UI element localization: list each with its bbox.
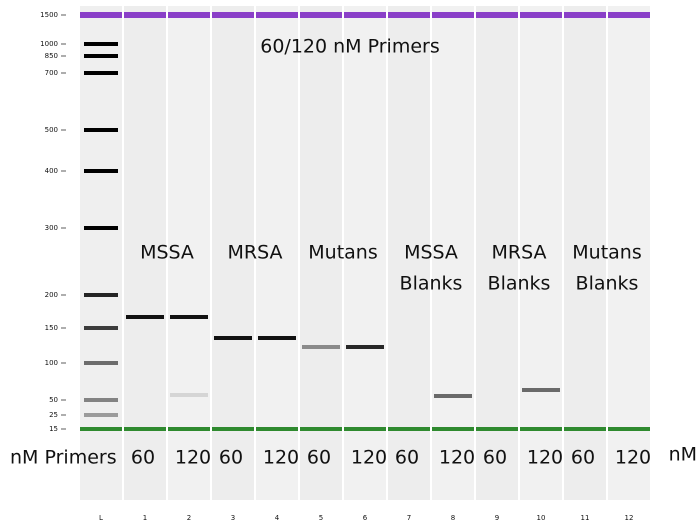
sample-band [522, 388, 560, 392]
lane-label: 7 [407, 514, 411, 522]
size-label: 100 [45, 359, 58, 367]
sample-band [258, 336, 296, 340]
size-label: 300 [45, 224, 58, 232]
concentration: 60 [571, 447, 595, 469]
size-label: 1500 [40, 11, 58, 19]
gel-lane [80, 6, 122, 500]
size-label: 700 [45, 69, 58, 77]
lower-marker-band [168, 427, 210, 431]
size-label: 400 [45, 167, 58, 175]
size-label: 850 [45, 52, 58, 60]
size-label: 50 [49, 396, 58, 404]
lower-marker-band [80, 427, 122, 431]
lower-marker-band [212, 427, 254, 431]
concentration: 60 [483, 447, 507, 469]
group-label: MRSA [491, 242, 546, 264]
title: 60/120 nM Primers [260, 36, 439, 58]
upper-marker-band [520, 12, 562, 18]
lane-label: 3 [231, 514, 235, 522]
concentration: 60 [131, 447, 155, 469]
concentration: 120 [439, 447, 475, 469]
size-label: 200 [45, 291, 58, 299]
ladder-band [84, 169, 118, 173]
lower-marker-band [300, 427, 342, 431]
lower-marker-band [124, 427, 166, 431]
ladder-band [84, 42, 118, 46]
ladder-band [84, 128, 118, 132]
group-label: Mutans [308, 242, 377, 264]
concentration: 120 [615, 447, 651, 469]
upper-marker-band [124, 12, 166, 18]
upper-marker-band [212, 12, 254, 18]
group-label: Blanks [488, 273, 551, 295]
unit-label: nM [669, 444, 697, 466]
concentration: 60 [307, 447, 331, 469]
ladder-band [84, 326, 118, 330]
concentration: 120 [351, 447, 387, 469]
size-label: 1000 [40, 40, 58, 48]
concentration: 60 [219, 447, 243, 469]
group-label: MRSA [227, 242, 282, 264]
upper-marker-band [388, 12, 430, 18]
size-label: 500 [45, 126, 58, 134]
sample-band [302, 345, 340, 349]
concentration: 120 [527, 447, 563, 469]
sample-band [126, 315, 164, 319]
concentration: 60 [395, 447, 419, 469]
ladder-band [84, 361, 118, 365]
upper-marker-band [608, 12, 650, 18]
lower-marker-band [476, 427, 518, 431]
sample-band [170, 315, 208, 319]
concentration-label: nM Primers [10, 447, 117, 469]
upper-marker-band [476, 12, 518, 18]
sample-band [346, 345, 384, 349]
lane-label: 4 [275, 514, 280, 522]
lane-label: 6 [363, 514, 368, 522]
upper-marker-band [432, 12, 474, 18]
size-label: 25 [49, 411, 58, 419]
lower-marker-band [256, 427, 298, 431]
lower-marker-band [432, 427, 474, 431]
ladder-band [84, 398, 118, 402]
upper-marker-band [256, 12, 298, 18]
lane-label: 12 [625, 514, 634, 522]
size-label: 15 [49, 425, 58, 433]
lane-label: 8 [451, 514, 455, 522]
sample-band [434, 394, 472, 398]
lane-label: 2 [187, 514, 191, 522]
group-label: Blanks [400, 273, 463, 295]
lane-label: 5 [319, 514, 323, 522]
lower-marker-band [608, 427, 650, 431]
upper-marker-band [80, 12, 122, 18]
lane-label: 1 [143, 514, 147, 522]
lane-label: 11 [581, 514, 590, 522]
concentration: 120 [175, 447, 211, 469]
lower-marker-band [344, 427, 386, 431]
group-label: Blanks [576, 273, 639, 295]
group-label: MSSA [140, 242, 194, 264]
upper-marker-band [344, 12, 386, 18]
group-label: MSSA [404, 242, 458, 264]
lower-marker-band [388, 427, 430, 431]
sample-band [170, 393, 208, 397]
size-label: 150 [45, 324, 58, 332]
ladder-band [84, 54, 118, 58]
upper-marker-band [168, 12, 210, 18]
gel-screenshot: 60/120 nM Primers 1500100085070050040030… [0, 0, 700, 527]
lower-marker-band [520, 427, 562, 431]
ladder-band [84, 71, 118, 75]
group-label: Mutans [572, 242, 641, 264]
ladder-band [84, 293, 118, 297]
upper-marker-band [300, 12, 342, 18]
ladder-band [84, 226, 118, 230]
lane-label: L [99, 514, 103, 522]
sample-band [214, 336, 252, 340]
upper-marker-band [564, 12, 606, 18]
ladder-band [84, 413, 118, 417]
lane-label: 9 [495, 514, 499, 522]
concentration: 120 [263, 447, 299, 469]
lane-label: 10 [537, 514, 546, 522]
lower-marker-band [564, 427, 606, 431]
